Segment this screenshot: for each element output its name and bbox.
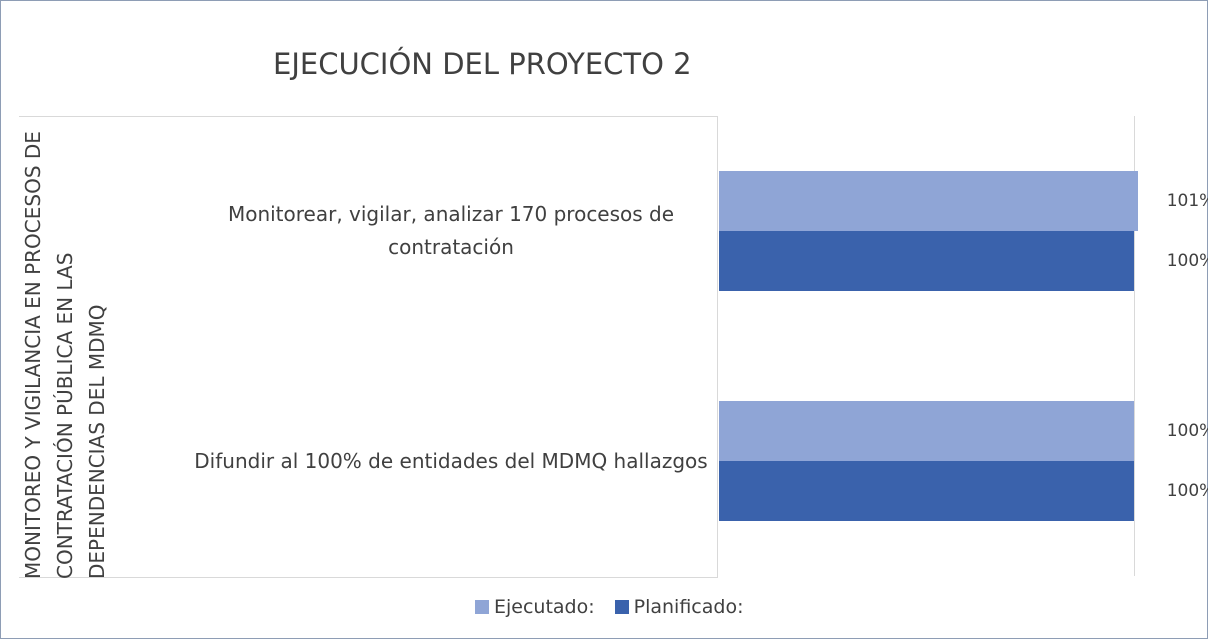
- chart-title: EJECUCIÓN DEL PROYECTO 2: [273, 47, 692, 81]
- bar: [719, 231, 1134, 291]
- bar: [719, 401, 1134, 461]
- bar: [719, 171, 1139, 231]
- category-label: Difundir al 100% de entidades del MDMQ h…: [194, 448, 708, 473]
- legend: Ejecutado: Planificado:: [475, 596, 743, 618]
- axis-line: [1134, 116, 1135, 576]
- value-label: 100%: [1166, 251, 1208, 271]
- value-label: 101%: [1166, 191, 1208, 211]
- legend-item: Planificado:: [614, 596, 744, 618]
- category-area: [19, 116, 718, 578]
- legend-swatch: [475, 600, 489, 614]
- category-label: Monitorear, vigilar, analizar 170 proces…: [227, 202, 675, 259]
- legend-item: Ejecutado:: [475, 596, 595, 618]
- bar: [719, 461, 1134, 521]
- legend-swatch: [614, 600, 629, 614]
- value-label: 100%: [1166, 481, 1208, 501]
- legend-label: Ejecutado:: [494, 596, 595, 618]
- y-axis-label: MONITOREO Y VIGILANCIA EN PROCESOS DE CO…: [21, 131, 109, 579]
- value-label: 100%: [1166, 421, 1208, 441]
- legend-label: Planificado:: [633, 596, 744, 618]
